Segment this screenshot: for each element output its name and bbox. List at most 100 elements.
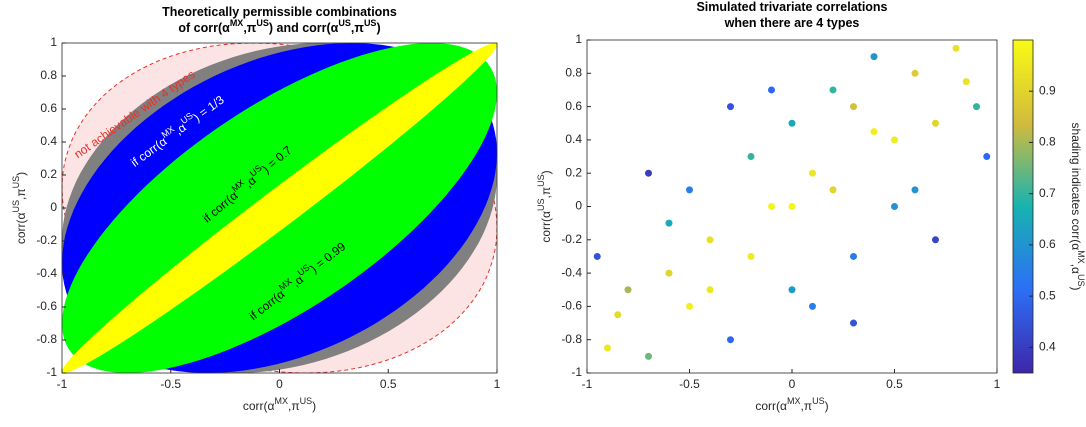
point xyxy=(850,319,857,327)
colorbar-label-part: MX xyxy=(1076,250,1086,264)
y-tick-label: -1 xyxy=(46,365,57,379)
point xyxy=(932,119,939,127)
point xyxy=(614,311,622,319)
point xyxy=(850,252,857,260)
y-tick-label: 0.8 xyxy=(40,68,57,82)
y-tick-label: -0.8 xyxy=(36,332,57,346)
x-axis-label-part: MX xyxy=(787,396,801,406)
y-axis-label-part: corr(α xyxy=(539,211,553,243)
chart-title-part: ,π xyxy=(351,21,364,35)
point xyxy=(645,169,652,177)
y-tick-label: 1 xyxy=(575,32,582,46)
y-axis-label: corr(αUS,πUS) xyxy=(11,172,28,244)
y-tick-label: 0.2 xyxy=(40,167,57,181)
x-axis-label-part: ,π xyxy=(800,399,812,413)
point xyxy=(788,286,796,294)
colorbar-tick-label: 0.7 xyxy=(1039,186,1056,200)
chart-title-part: ) and corr(α xyxy=(269,21,339,35)
point xyxy=(809,169,816,177)
chart-title-part: US xyxy=(364,18,377,28)
x-tick-label: -1 xyxy=(57,377,68,391)
colorbar-tick-label: 0.6 xyxy=(1039,237,1056,251)
point xyxy=(706,286,714,294)
y-axis-label-part: US xyxy=(536,199,546,212)
point xyxy=(952,44,960,52)
point xyxy=(973,103,980,111)
y-tick-label: -0.2 xyxy=(36,233,57,247)
point xyxy=(665,219,673,227)
y-tick-label: 0 xyxy=(50,200,57,214)
axes-box xyxy=(586,39,998,374)
point xyxy=(768,86,775,94)
x-axis-label: corr(αMX,πUS) xyxy=(755,396,828,413)
y-tick-label: -0.4 xyxy=(36,266,57,280)
x-tick-label: 0 xyxy=(276,377,283,391)
x-tick-label: 1 xyxy=(994,377,1001,391)
chart-title: when there are 4 types xyxy=(724,16,860,30)
point xyxy=(829,186,837,194)
chart-title: Simulated trivariate correlations xyxy=(696,0,887,14)
x-tick-label: 0.5 xyxy=(886,377,903,391)
point xyxy=(932,236,939,244)
point xyxy=(870,53,878,61)
point xyxy=(747,252,755,260)
point xyxy=(891,203,898,210)
y-tick-label: -0.2 xyxy=(561,232,582,246)
y-tick-label: 1 xyxy=(50,35,57,49)
point xyxy=(788,203,796,210)
colorbar-label-part: shading indicates corr(α xyxy=(1069,123,1083,251)
axes-box xyxy=(61,42,498,374)
colorbar xyxy=(1012,39,1034,374)
x-axis-label-part: ) xyxy=(825,399,829,413)
y-axis-label: corr(αUS,πUS) xyxy=(536,170,553,242)
colorbar-tick-label: 0.5 xyxy=(1039,288,1056,302)
y-tick-label: -0.4 xyxy=(561,265,582,279)
colorbar-label-part: ,α xyxy=(1069,264,1083,274)
point xyxy=(604,344,611,352)
x-axis-label: corr(αMX,πUS) xyxy=(243,396,316,413)
y-axis-label-part: ,π xyxy=(14,188,28,200)
regions xyxy=(62,43,497,373)
x-axis-label-part: ,π xyxy=(288,399,300,413)
y-tick-label: -0.6 xyxy=(36,299,57,313)
region xyxy=(62,43,497,373)
colorbar-tick-label: 0.8 xyxy=(1039,135,1056,149)
point xyxy=(911,69,919,77)
y-axis-label-part: US xyxy=(11,176,21,189)
point xyxy=(768,203,775,210)
point xyxy=(962,78,970,86)
point xyxy=(727,336,734,344)
colorbar-tick-label: 0.4 xyxy=(1039,340,1056,354)
x-axis-label-part: MX xyxy=(274,396,288,406)
x-tick-label: 0 xyxy=(789,377,796,391)
x-tick-label: 1 xyxy=(494,377,501,391)
x-tick-label: -0.5 xyxy=(679,377,700,391)
y-tick-label: -0.8 xyxy=(561,332,582,346)
y-tick-label: 0.2 xyxy=(565,165,582,179)
chart-title-part: US xyxy=(338,18,351,28)
chart-title: Theoretically permissible combinations xyxy=(162,5,397,19)
chart-title-part: Theoretically permissible combinations xyxy=(162,5,397,19)
chart-title-part: ) xyxy=(376,21,380,35)
y-axis-label-part: ,π xyxy=(539,187,553,199)
colorbar-label-part: US xyxy=(1076,274,1086,287)
chart-title-part: ,π xyxy=(243,21,256,35)
point xyxy=(911,186,919,194)
chart-title-part: Simulated trivariate correlations xyxy=(696,0,887,14)
point xyxy=(593,252,601,260)
y-tick-label: 0.6 xyxy=(565,99,582,113)
y-tick-label: 0.4 xyxy=(565,132,582,146)
x-axis-label-part: US xyxy=(300,396,313,406)
point xyxy=(727,103,734,111)
x-axis-label-part: ) xyxy=(312,399,316,413)
point xyxy=(706,236,714,244)
point xyxy=(983,153,991,161)
point xyxy=(645,352,652,360)
y-axis-label-part: ) xyxy=(539,170,553,174)
chart-title-part: MX xyxy=(230,18,244,28)
y-axis-label-part: US xyxy=(11,200,21,213)
chart-title-part: of corr(α xyxy=(178,21,230,35)
colorbar-label: shading indicates corr(αMX,αUS) xyxy=(1069,123,1086,291)
colorbar-label-part: ) xyxy=(1069,286,1083,290)
